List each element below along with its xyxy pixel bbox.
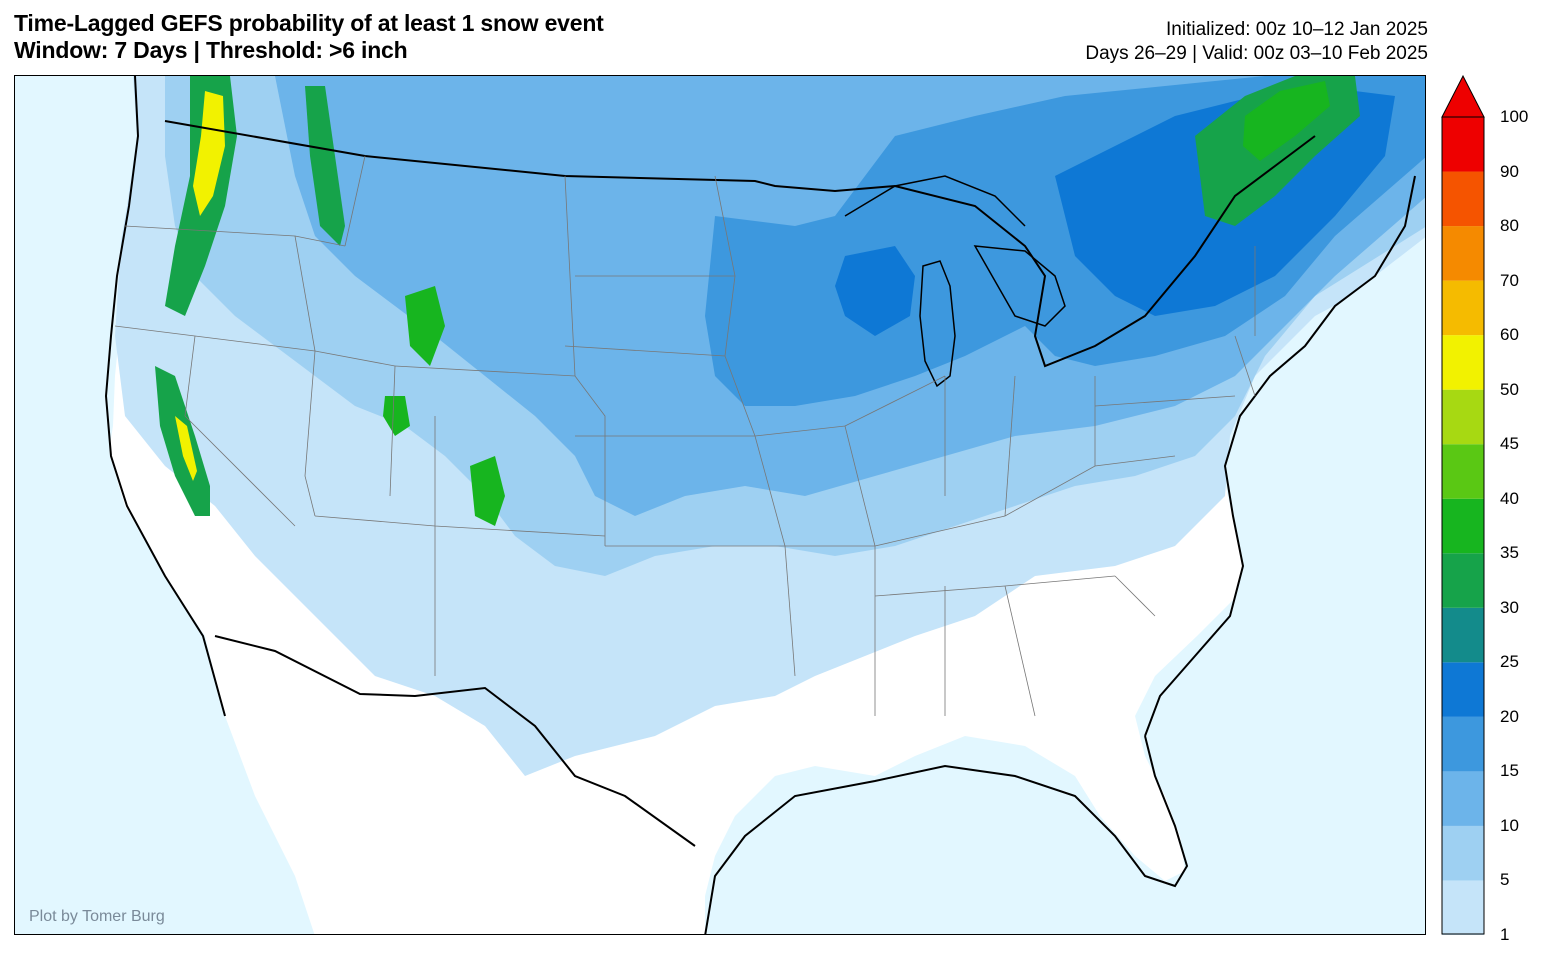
- colorbar-swatch: [1442, 389, 1484, 445]
- state-lines: [114, 155, 1256, 717]
- colorbar-tick-label: 80: [1500, 216, 1519, 236]
- mexico-landmass: [205, 636, 705, 934]
- colorbar-swatch: [1442, 117, 1484, 172]
- prob-fill-50-sierra: [175, 416, 197, 481]
- prob-fill-20-b: [835, 246, 915, 336]
- colorbar-tick-label: 90: [1500, 161, 1519, 181]
- prob-fill-50-cascades: [193, 91, 225, 216]
- title-block: Time-Lagged GEFS probability of at least…: [14, 10, 604, 64]
- prob-fill-30-co: [470, 456, 505, 526]
- map-frame: Plot by Tomer Burg: [14, 75, 1426, 935]
- us-mexico-border: [214, 635, 696, 847]
- meta-block: Initialized: 00z 10–12 Jan 2025 Days 26–…: [1085, 18, 1428, 66]
- colorbar-tick-label: 70: [1500, 270, 1519, 290]
- gulf-of-mexico: [715, 766, 1193, 934]
- map-subtitle: Window: 7 Days | Threshold: >6 inch: [14, 37, 408, 63]
- west-coastline: [104, 76, 226, 717]
- colorbar-tick-label: 35: [1500, 543, 1519, 563]
- colorbar-swatch: [1442, 553, 1484, 608]
- colorbar-swatch: [1442, 880, 1484, 935]
- east-coastline: [1144, 175, 1416, 737]
- valid-text: Days 26–29 | Valid: 00z 03–10 Feb 2025: [1085, 43, 1428, 64]
- colorbar-swatch: [1442, 335, 1484, 390]
- atlantic-ocean: [1145, 237, 1425, 934]
- colorbar-swatch: [1442, 171, 1484, 227]
- colorbar: [1441, 75, 1485, 935]
- colorbar-border: [1441, 116, 1485, 935]
- great-lakes-outline: [844, 175, 1066, 388]
- colorbar-tick-label: 20: [1500, 706, 1519, 726]
- prob-fill-35-ne: [1243, 81, 1330, 161]
- colorbar-tick-label: 40: [1500, 488, 1519, 508]
- gulf-coastline: [704, 735, 1189, 934]
- pacific-ocean: [15, 76, 315, 934]
- colorbar-tick-label: 100: [1500, 107, 1529, 126]
- colorbar-tick-label: 60: [1500, 325, 1519, 345]
- colorbar-swatch: [1442, 771, 1484, 826]
- colorbar-swatch: [1442, 607, 1484, 663]
- colorbar-tick-label: 1: [1500, 925, 1510, 944]
- colorbar-swatch: [1442, 498, 1484, 554]
- us-canada-border: [164, 120, 1316, 368]
- map-title: Time-Lagged GEFS probability of at least…: [14, 10, 604, 36]
- credit-text: Plot by Tomer Burg: [29, 908, 165, 925]
- colorbar-swatch: [1442, 280, 1484, 336]
- colorbar-tick-label: 25: [1500, 652, 1519, 672]
- initialized-text: Initialized: 00z 10–12 Jan 2025: [1166, 19, 1428, 40]
- map-canvas: [15, 76, 1425, 934]
- colorbar-tick-label: 5: [1500, 870, 1510, 890]
- colorbar-tick-label: 15: [1500, 761, 1519, 781]
- colorbar-tick-label: 45: [1500, 434, 1519, 454]
- prob-fill-30-idaho: [305, 86, 345, 246]
- prob-fill-30-wy: [405, 286, 445, 366]
- colorbar-swatch: [1442, 226, 1484, 281]
- colorbar-swatch: [1442, 444, 1484, 499]
- colorbar-swatch: [1442, 662, 1484, 717]
- colorbar-tick-label: 10: [1500, 815, 1519, 835]
- colorbar-tick-label: 50: [1500, 379, 1519, 399]
- colorbar-tick-label: 30: [1500, 597, 1519, 617]
- colorbar-extend-arrow: [1441, 75, 1485, 118]
- prob-fill-25-ut: [383, 396, 410, 436]
- colorbar-swatch: [1442, 716, 1484, 772]
- colorbar-swatch: [1442, 825, 1484, 881]
